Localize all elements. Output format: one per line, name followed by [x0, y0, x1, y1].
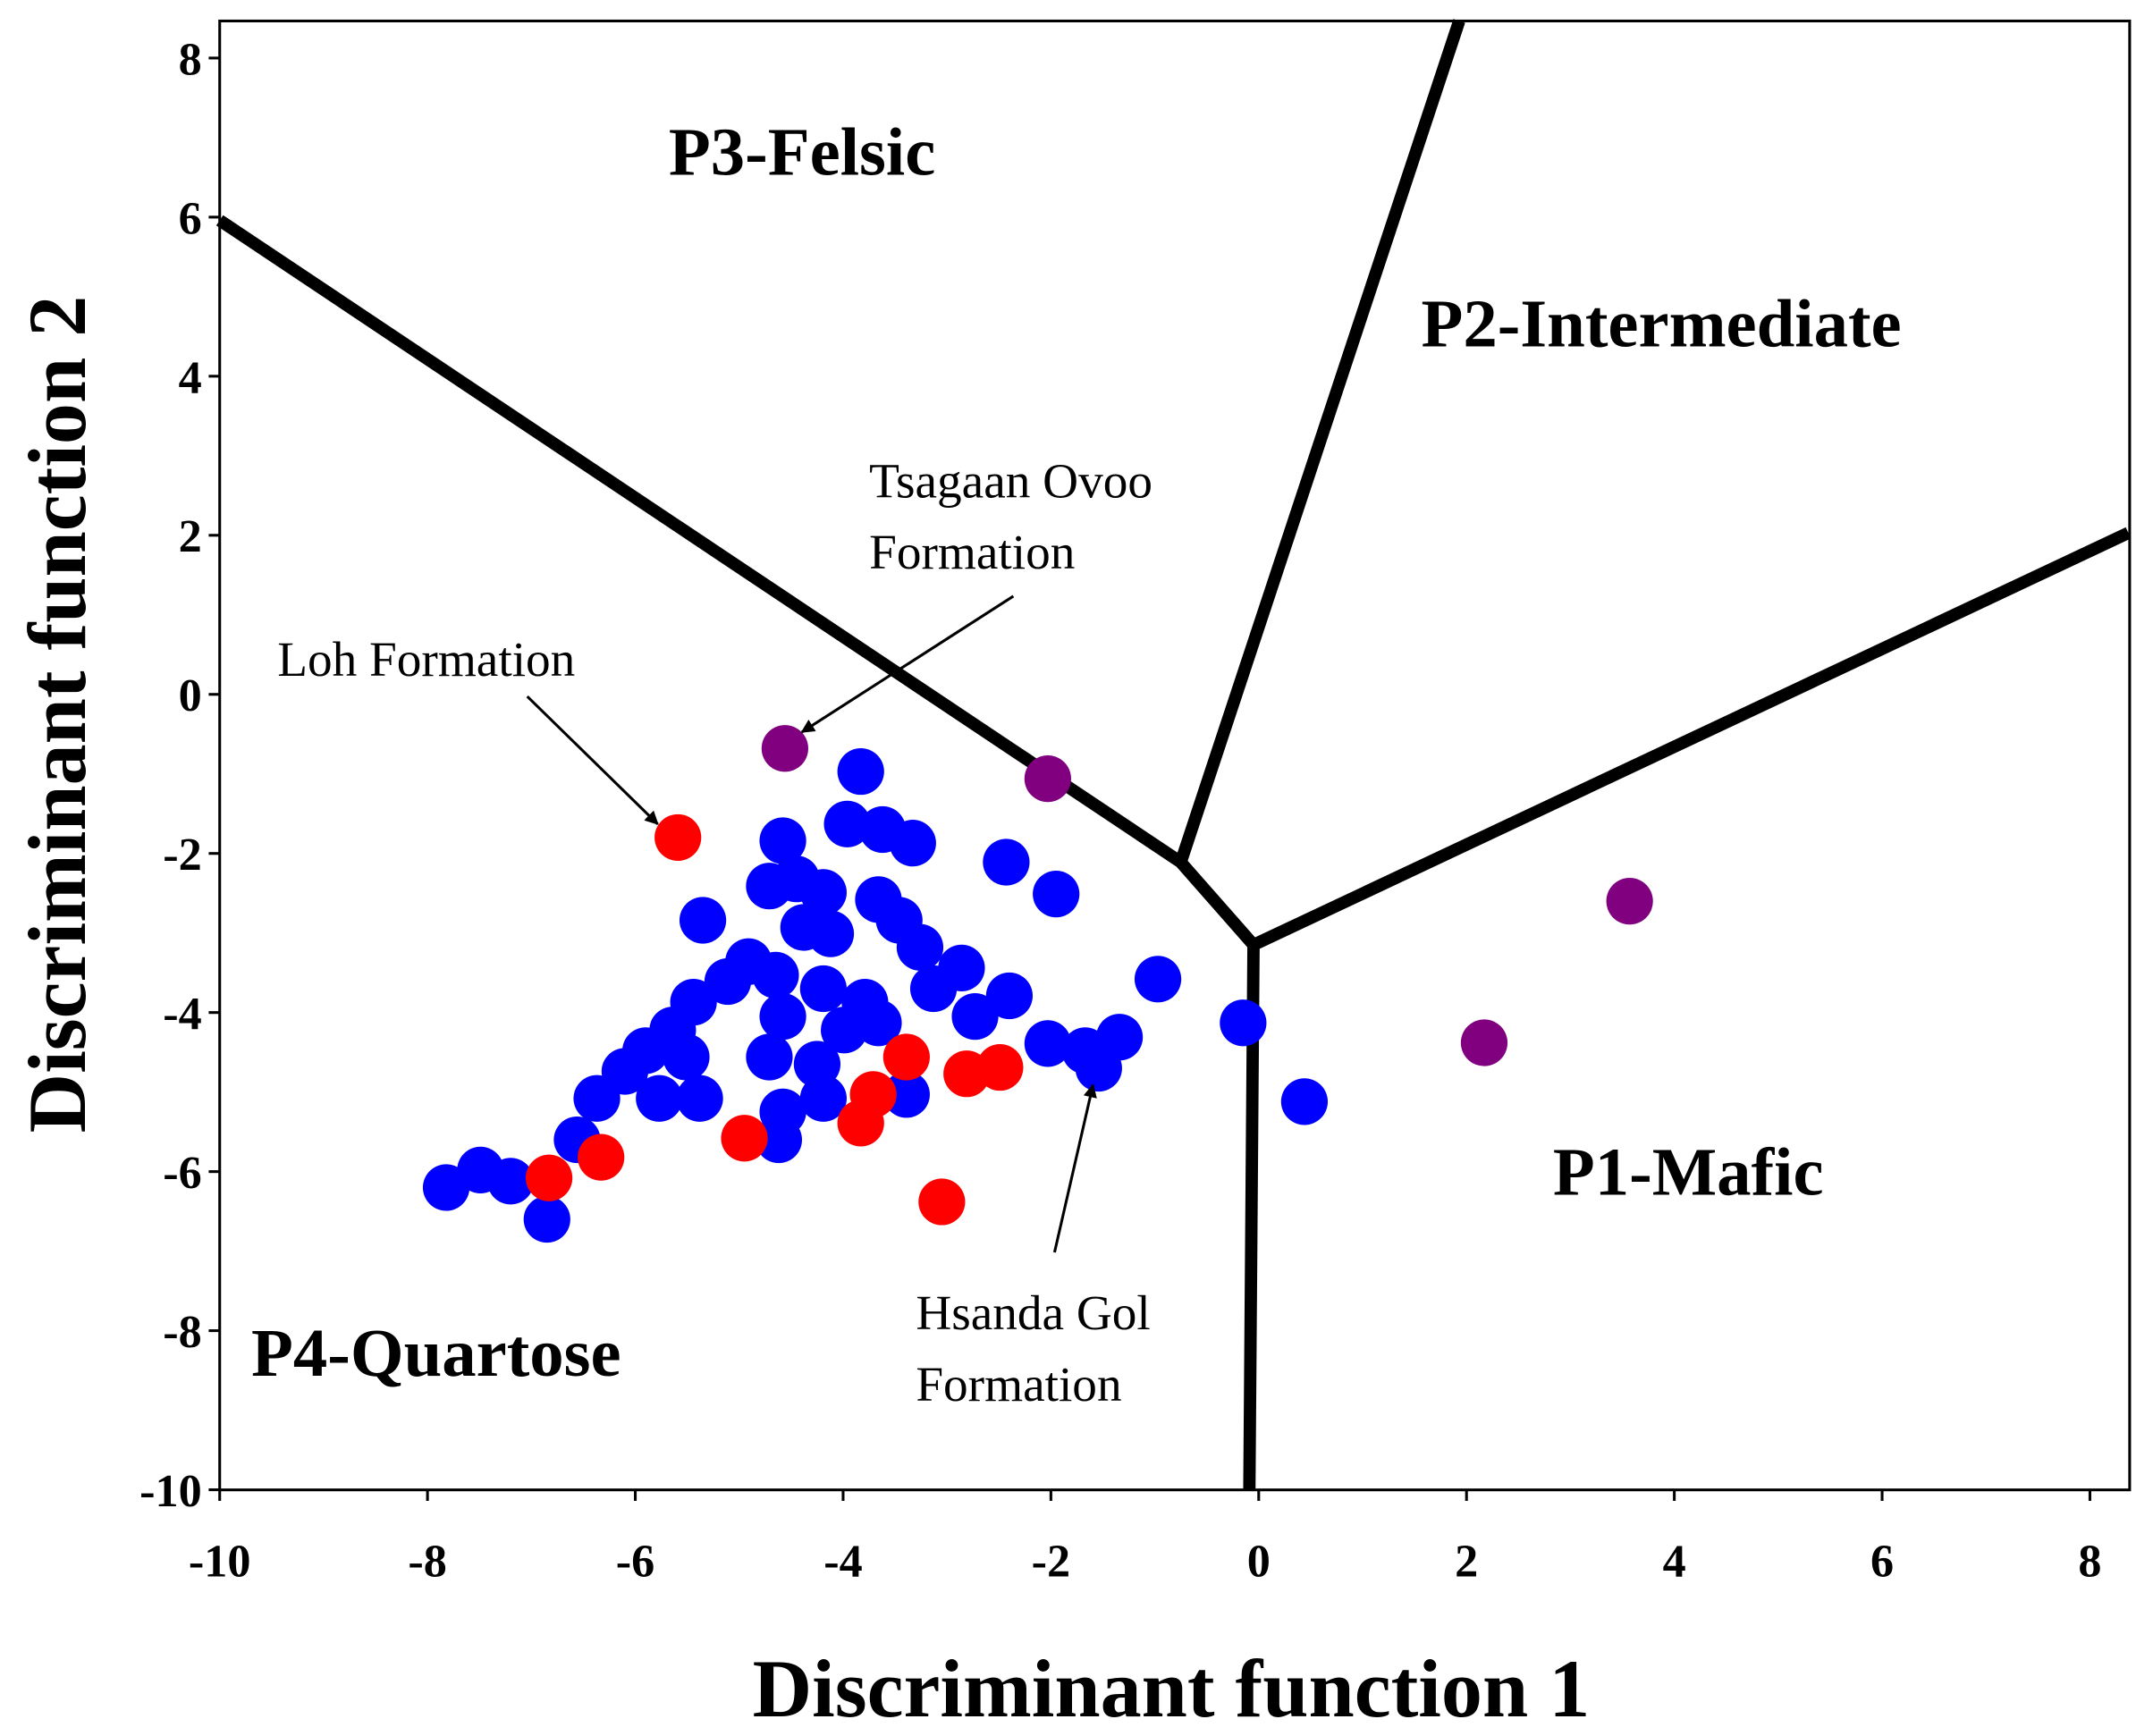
data-point: [882, 1071, 930, 1118]
data-points: [422, 725, 1653, 1243]
data-point: [578, 1133, 625, 1181]
data-point: [1280, 1078, 1329, 1125]
data-point: [849, 1071, 897, 1118]
annotation-hsanda-gol-line2: Formation: [916, 1357, 1121, 1412]
y-tick-label: 4: [179, 351, 202, 403]
data-point: [759, 817, 806, 864]
data-point: [909, 965, 958, 1013]
data-point: [889, 820, 936, 867]
annotation-tsagaan-ovoo-line1: Tsagaan Ovoo: [869, 453, 1152, 508]
data-point: [636, 1074, 683, 1122]
data-point: [759, 993, 806, 1041]
boundary-lines: [215, 19, 2132, 1490]
data-point: [806, 910, 855, 957]
data-point: [918, 1178, 966, 1226]
data-point: [855, 999, 902, 1047]
data-point: [676, 1074, 723, 1122]
annotation-arrow-tsagaan-ovoo: [800, 594, 1015, 734]
y-tick-label: -4: [163, 988, 202, 1040]
data-point: [823, 800, 871, 847]
y-axis: 8 6 4 2 0 -2 -4 -6 -8 -10: [139, 33, 220, 1517]
x-tick-label: 8: [2078, 1535, 2101, 1587]
region-label-p2: P2-Intermediate: [1421, 285, 1901, 361]
x-tick-label: 4: [1663, 1535, 1686, 1587]
x-axis: -10 -8 -6 -4 -2 0 2 4 6 8: [189, 1489, 2102, 1587]
x-tick-label: 6: [1870, 1535, 1894, 1587]
annotation-tsagaan-ovoo-line2: Formation: [869, 525, 1075, 579]
x-tick-label: 2: [1455, 1535, 1478, 1587]
data-point: [663, 1033, 710, 1081]
x-tick-label: -6: [616, 1535, 655, 1587]
data-point: [799, 965, 847, 1013]
data-point: [1024, 754, 1071, 803]
y-tick-label: 8: [179, 33, 202, 85]
data-point: [983, 839, 1030, 886]
data-point: [721, 1115, 768, 1162]
data-point: [523, 1195, 570, 1243]
y-tick-label: -2: [163, 829, 202, 881]
data-point: [799, 1074, 847, 1122]
data-point: [746, 1033, 793, 1081]
x-axis-label: Discriminant function 1: [753, 1643, 1591, 1734]
field-boundary-line: [1175, 19, 1465, 864]
y-tick-label: -8: [163, 1306, 202, 1358]
data-point: [422, 1164, 470, 1211]
x-tick-label: 0: [1247, 1535, 1271, 1587]
data-point: [1220, 999, 1267, 1047]
x-tick-label: -2: [1032, 1535, 1071, 1587]
data-point: [573, 1074, 621, 1122]
y-axis-label: Discriminant function 2: [12, 296, 103, 1133]
x-tick-label: -8: [408, 1535, 447, 1587]
data-point: [1134, 956, 1182, 1003]
data-point: [679, 897, 727, 944]
data-point: [1024, 1020, 1071, 1067]
annotation-arrow-loh: [526, 695, 659, 825]
y-tick-label: -6: [163, 1147, 202, 1199]
data-point: [654, 813, 702, 862]
data-point: [761, 725, 808, 772]
region-label-p1: P1-Mafic: [1553, 1134, 1824, 1210]
data-point: [951, 993, 999, 1041]
data-point: [976, 1043, 1024, 1091]
data-point: [486, 1158, 535, 1205]
data-point: [985, 972, 1033, 1020]
data-point: [1033, 870, 1080, 918]
annotation-arrow-hsanda-gol: [1052, 1083, 1097, 1253]
field-boundary-line: [215, 215, 2132, 951]
y-tick-label: 2: [179, 510, 202, 562]
y-tick-label: -10: [139, 1465, 202, 1517]
data-point: [1460, 1019, 1508, 1066]
region-label-p4: P4-Quartose: [251, 1315, 621, 1391]
data-point: [837, 747, 884, 796]
annotation-hsanda-gol-line1: Hsanda Gol: [916, 1285, 1150, 1340]
y-tick-label: 0: [179, 670, 202, 721]
x-tick-label: -10: [189, 1535, 251, 1587]
data-point: [799, 869, 847, 916]
x-tick-label: -4: [823, 1535, 862, 1587]
data-point: [882, 1033, 930, 1081]
annotation-loh-formation: Loh Formation: [277, 632, 575, 687]
region-label-p3: P3-Felsic: [669, 114, 935, 190]
data-point: [896, 923, 944, 971]
data-point: [1075, 1044, 1122, 1092]
data-point: [704, 957, 752, 1006]
data-point: [1606, 878, 1653, 925]
y-tick-label: 6: [179, 192, 202, 244]
data-point: [525, 1154, 573, 1201]
plot-frame: [218, 19, 2132, 1492]
data-point: [755, 1116, 803, 1164]
